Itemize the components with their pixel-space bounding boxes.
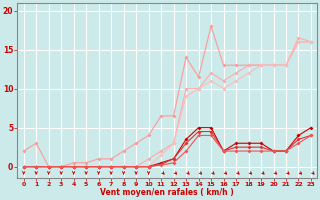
X-axis label: Vent moyen/en rafales ( km/h ): Vent moyen/en rafales ( km/h ) [100,188,234,197]
